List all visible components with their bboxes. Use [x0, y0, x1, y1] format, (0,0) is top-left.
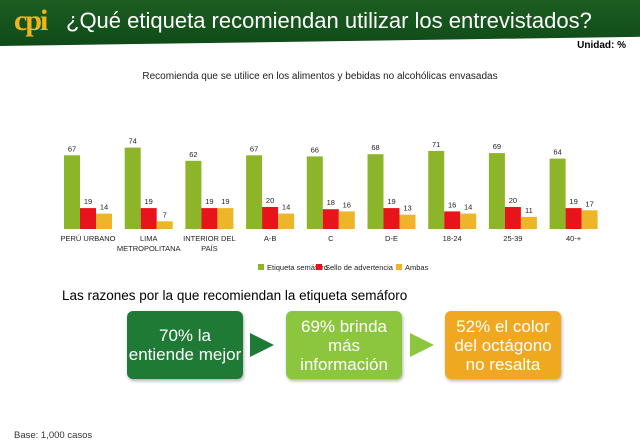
- arrow-icon: [250, 333, 274, 357]
- reason-box-3: 52% el color del octágono no resalta: [445, 311, 561, 379]
- data-label: 14: [464, 203, 472, 212]
- data-label: 19: [387, 197, 395, 206]
- data-label: 19: [145, 197, 153, 206]
- bar: [367, 154, 384, 229]
- bar: [262, 207, 279, 229]
- bar: [156, 221, 173, 229]
- bar: [581, 210, 598, 229]
- data-label: 7: [163, 210, 167, 219]
- bar: [565, 208, 582, 229]
- bar: [520, 216, 537, 229]
- category-label: D-E: [385, 234, 398, 243]
- bar: [428, 150, 445, 229]
- data-label: 19: [205, 197, 213, 206]
- data-label: 17: [585, 199, 593, 208]
- data-label: 67: [250, 144, 258, 153]
- bar: [306, 156, 323, 229]
- category-label: METROPOLITANA: [117, 244, 181, 253]
- bar: [444, 211, 461, 229]
- page-title: ¿Qué etiqueta recomiendan utilizar los e…: [66, 8, 592, 33]
- bar: [383, 208, 400, 229]
- category-label: PERÚ URBANO: [60, 234, 115, 243]
- data-label: 67: [68, 144, 76, 153]
- base-note: Base: 1,000 casos: [14, 430, 93, 441]
- bar: [185, 160, 202, 229]
- bar: [80, 208, 96, 229]
- data-label: 66: [311, 145, 319, 154]
- header-banner: [0, 0, 640, 46]
- bar: [140, 208, 157, 229]
- data-label: 64: [553, 148, 561, 157]
- legend-swatch: [316, 264, 322, 270]
- data-label: 16: [448, 200, 456, 209]
- data-label: 19: [569, 197, 577, 206]
- bar: [246, 155, 263, 229]
- data-label: 69: [493, 142, 501, 151]
- data-label: 13: [403, 204, 411, 213]
- bar: [549, 158, 566, 229]
- legend-label: Sello de advertencia: [325, 263, 394, 272]
- data-label: 11: [525, 206, 533, 215]
- category-label: 25-39: [503, 234, 522, 243]
- bar: [488, 153, 505, 229]
- data-label: 16: [343, 200, 351, 209]
- legend-swatch: [258, 264, 264, 270]
- category-label: A-B: [264, 234, 277, 243]
- bar: [278, 213, 295, 229]
- data-label: 20: [509, 196, 517, 205]
- data-label: 18: [327, 198, 335, 207]
- data-label: 62: [189, 150, 197, 159]
- arrow-icon: [410, 333, 434, 357]
- category-label: LIMA: [140, 234, 158, 243]
- data-label: 74: [129, 137, 137, 146]
- category-label: 40-+: [566, 234, 582, 243]
- chart-title: Recomienda que se utilice en los aliment…: [142, 71, 498, 82]
- data-label: 20: [266, 196, 274, 205]
- bar: [124, 147, 141, 229]
- data-label: 68: [371, 143, 379, 152]
- bar: [201, 208, 218, 229]
- category-label: INTERIOR DEL: [183, 234, 236, 243]
- category-label: PAÍS: [201, 244, 218, 253]
- legend-label: Ambas: [405, 263, 429, 272]
- cpi-logo: cpi: [14, 4, 48, 37]
- legend-label: Etiqueta semáforo: [267, 263, 328, 272]
- legend-swatch: [396, 264, 402, 270]
- bar: [322, 209, 339, 229]
- bar: [96, 213, 112, 229]
- bar: [338, 211, 355, 229]
- data-label: 71: [432, 140, 440, 149]
- bar: [399, 214, 416, 229]
- data-label: 19: [221, 197, 229, 206]
- category-label: C: [328, 234, 334, 243]
- bar: [64, 155, 80, 229]
- category-label: 18-24: [443, 234, 462, 243]
- reason-box-2: 69% brinda más información: [286, 311, 402, 379]
- bar: [460, 213, 477, 229]
- reason-box-1: 70% la entiende mejor: [127, 311, 243, 379]
- data-label: 14: [100, 203, 108, 212]
- reasons-title: Las razones por la que recomiendan la et…: [62, 288, 408, 303]
- unit-label: Unidad: %: [577, 40, 626, 51]
- bar: [217, 208, 234, 229]
- data-label: 14: [282, 203, 290, 212]
- bar: [504, 207, 521, 229]
- data-label: 19: [84, 197, 92, 206]
